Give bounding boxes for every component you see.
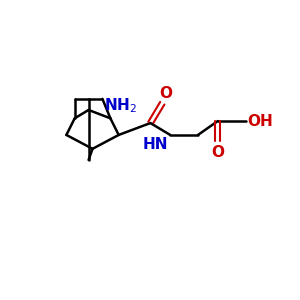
- Text: NH$_2$: NH$_2$: [104, 96, 137, 115]
- Text: O: O: [159, 86, 172, 101]
- Text: O: O: [211, 145, 224, 160]
- Text: HN: HN: [143, 137, 168, 152]
- Text: OH: OH: [248, 114, 273, 129]
